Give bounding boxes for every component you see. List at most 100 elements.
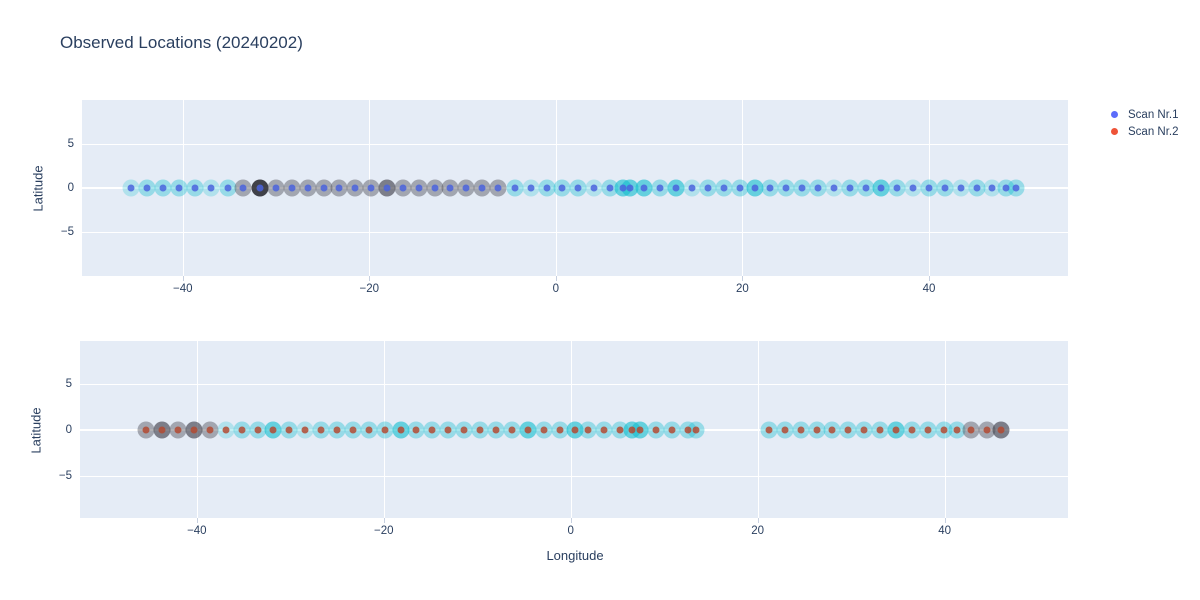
data-point-scan-nr-1[interactable]: [846, 184, 854, 192]
data-point-scan-nr-2[interactable]: [365, 426, 373, 434]
data-point-scan-nr-1[interactable]: [527, 184, 535, 192]
data-point-scan-nr-2[interactable]: [397, 426, 405, 434]
plot-area-scan1[interactable]: [82, 100, 1068, 276]
data-point-scan-nr-2[interactable]: [876, 426, 884, 434]
data-point-scan-nr-1[interactable]: [574, 184, 582, 192]
data-point-scan-nr-2[interactable]: [908, 426, 916, 434]
data-point-scan-nr-2[interactable]: [556, 426, 563, 434]
data-point-scan-nr-1[interactable]: [688, 184, 696, 192]
data-point-scan-nr-2[interactable]: [997, 426, 1005, 434]
legend-item-scan1[interactable]: Scan Nr.1: [1103, 106, 1179, 123]
data-point-scan-nr-2[interactable]: [781, 426, 789, 434]
data-point-scan-nr-2[interactable]: [269, 426, 277, 434]
data-point-scan-nr-2[interactable]: [444, 426, 452, 434]
data-point-scan-nr-2[interactable]: [190, 426, 198, 434]
data-point-scan-nr-2[interactable]: [206, 426, 214, 434]
data-point-scan-nr-1[interactable]: [941, 184, 949, 192]
data-point-scan-nr-1[interactable]: [590, 184, 598, 192]
data-point-scan-nr-2[interactable]: [940, 426, 948, 434]
data-point-scan-nr-1[interactable]: [893, 184, 901, 192]
data-point-scan-nr-1[interactable]: [288, 184, 296, 192]
data-point-scan-nr-2[interactable]: [692, 426, 700, 434]
data-point-scan-nr-1[interactable]: [511, 184, 519, 192]
data-point-scan-nr-1[interactable]: [862, 184, 870, 192]
data-point-scan-nr-1[interactable]: [462, 184, 470, 192]
data-point-scan-nr-1[interactable]: [543, 184, 551, 192]
data-point-scan-nr-2[interactable]: [813, 426, 821, 434]
data-point-scan-nr-1[interactable]: [619, 184, 627, 192]
data-point-scan-nr-1[interactable]: [626, 184, 634, 192]
data-point-scan-nr-1[interactable]: [736, 184, 744, 192]
data-point-scan-nr-1[interactable]: [224, 184, 232, 192]
data-point-scan-nr-2[interactable]: [892, 426, 900, 434]
data-point-scan-nr-1[interactable]: [367, 184, 375, 192]
data-point-scan-nr-2[interactable]: [317, 426, 325, 434]
plot-area-scan2[interactable]: [80, 341, 1068, 518]
data-point-scan-nr-1[interactable]: [335, 184, 343, 192]
data-point-scan-nr-1[interactable]: [191, 184, 199, 192]
data-point-scan-nr-2[interactable]: [524, 426, 532, 434]
data-point-scan-nr-1[interactable]: [256, 184, 264, 192]
data-point-scan-nr-1[interactable]: [988, 184, 996, 192]
data-point-scan-nr-2[interactable]: [158, 426, 166, 434]
data-point-scan-nr-1[interactable]: [478, 184, 486, 192]
data-point-scan-nr-2[interactable]: [797, 426, 805, 434]
data-point-scan-nr-2[interactable]: [333, 426, 341, 434]
data-point-scan-nr-1[interactable]: [175, 184, 183, 192]
data-point-scan-nr-1[interactable]: [957, 184, 965, 192]
data-point-scan-nr-2[interactable]: [238, 426, 246, 434]
data-point-scan-nr-2[interactable]: [540, 426, 548, 434]
data-point-scan-nr-2[interactable]: [628, 426, 636, 434]
data-point-scan-nr-1[interactable]: [782, 184, 790, 192]
data-point-scan-nr-2[interactable]: [844, 426, 852, 434]
data-point-scan-nr-2[interactable]: [492, 426, 500, 434]
data-point-scan-nr-1[interactable]: [640, 184, 648, 192]
data-point-scan-nr-1[interactable]: [766, 184, 774, 192]
data-point-scan-nr-2[interactable]: [571, 426, 579, 434]
legend-item-scan2[interactable]: Scan Nr.2: [1103, 123, 1179, 140]
data-point-scan-nr-2[interactable]: [222, 426, 230, 434]
data-point-scan-nr-1[interactable]: [830, 184, 838, 192]
data-point-scan-nr-1[interactable]: [143, 184, 151, 192]
data-point-scan-nr-2[interactable]: [684, 426, 692, 434]
data-point-scan-nr-1[interactable]: [973, 184, 981, 192]
data-point-scan-nr-1[interactable]: [399, 184, 407, 192]
data-point-scan-nr-1[interactable]: [798, 184, 806, 192]
data-point-scan-nr-2[interactable]: [460, 426, 468, 434]
data-point-scan-nr-2[interactable]: [584, 426, 592, 434]
data-point-scan-nr-1[interactable]: [207, 184, 215, 192]
data-point-scan-nr-2[interactable]: [428, 426, 436, 434]
data-point-scan-nr-2[interactable]: [301, 426, 309, 434]
data-point-scan-nr-1[interactable]: [351, 184, 359, 192]
data-point-scan-nr-1[interactable]: [909, 184, 917, 192]
data-point-scan-nr-2[interactable]: [636, 426, 644, 434]
data-point-scan-nr-1[interactable]: [304, 184, 312, 192]
data-point-scan-nr-1[interactable]: [383, 184, 391, 192]
data-point-scan-nr-1[interactable]: [272, 184, 280, 192]
data-point-scan-nr-1[interactable]: [1002, 184, 1009, 192]
data-point-scan-nr-1[interactable]: [494, 184, 502, 192]
data-point-scan-nr-2[interactable]: [142, 426, 150, 434]
data-point-scan-nr-2[interactable]: [381, 426, 389, 434]
data-point-scan-nr-2[interactable]: [285, 426, 293, 434]
data-point-scan-nr-2[interactable]: [924, 426, 932, 434]
data-point-scan-nr-1[interactable]: [159, 184, 167, 192]
data-point-scan-nr-1[interactable]: [704, 184, 712, 192]
data-point-scan-nr-1[interactable]: [239, 184, 247, 192]
data-point-scan-nr-2[interactable]: [828, 426, 836, 434]
data-point-scan-nr-2[interactable]: [652, 426, 660, 434]
data-point-scan-nr-2[interactable]: [967, 426, 975, 434]
data-point-scan-nr-1[interactable]: [672, 184, 680, 192]
data-point-scan-nr-1[interactable]: [446, 184, 454, 192]
data-point-scan-nr-2[interactable]: [860, 426, 868, 434]
data-point-scan-nr-2[interactable]: [616, 426, 624, 434]
data-point-scan-nr-1[interactable]: [606, 184, 614, 192]
data-point-scan-nr-2[interactable]: [983, 426, 991, 434]
data-point-scan-nr-2[interactable]: [668, 426, 676, 434]
data-point-scan-nr-2[interactable]: [349, 426, 357, 434]
data-point-scan-nr-1[interactable]: [720, 184, 728, 192]
data-point-scan-nr-2[interactable]: [476, 426, 484, 434]
data-point-scan-nr-2[interactable]: [254, 426, 262, 434]
data-point-scan-nr-1[interactable]: [814, 184, 822, 192]
data-point-scan-nr-1[interactable]: [656, 184, 664, 192]
